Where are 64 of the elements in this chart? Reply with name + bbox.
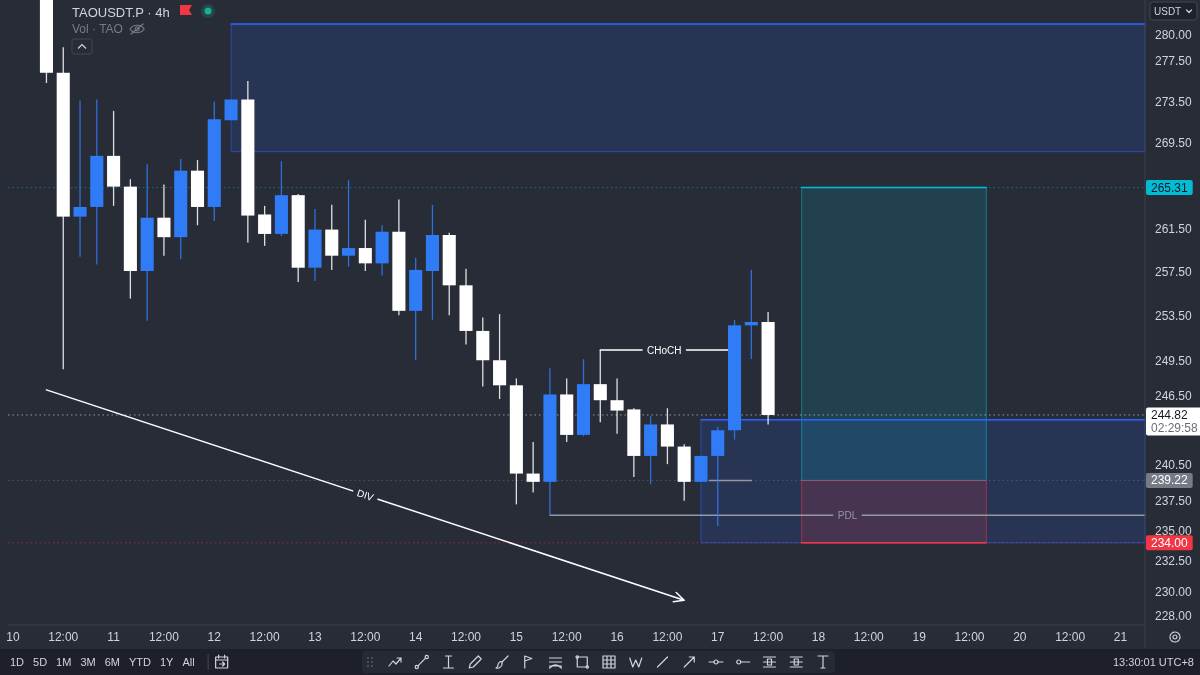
x-tick-label: 12:00 [1055,630,1086,644]
y-tick-label: 230.00 [1155,584,1193,599]
text: USDT [1154,5,1182,17]
ref-line-label: 234.00 [1151,535,1189,550]
x-tick-label: 12:00 [451,630,482,644]
x-tick-label: 15 [509,630,524,644]
text: Vol · TAO [72,22,123,36]
y-tick-label: 246.50 [1155,388,1193,403]
y-tick-label: 249.50 [1155,354,1193,369]
text: 6M [104,656,120,668]
series-label: CHoCH [647,344,682,356]
candlestick [342,179,356,268]
x-tick-label: 12:00 [551,630,583,644]
text: 1D [10,656,25,668]
candlestick [660,407,674,465]
y-tick-label: 273.50 [1155,94,1193,109]
x-tick-label: 19 [912,630,927,644]
y-tick-label: 232.50 [1155,554,1193,569]
x-tick-label: 10 [6,630,20,644]
y-tick-label: 257.50 [1155,265,1193,280]
text: 1Y [159,656,175,668]
series-label: PDL [837,509,858,521]
x-tick-label: 12:00 [148,630,180,644]
y-tick-label: 280.00 [1155,28,1193,43]
x-tick-label: 12:00 [249,630,280,644]
candlestick [73,99,87,258]
x-tick-label: 20 [1013,630,1027,644]
text: 1M [56,656,72,668]
x-tick-label: 17 [711,630,725,644]
chart-title: TAOUSDT.P · 4h [72,4,170,20]
x-tick-label: 12:00 [48,630,79,644]
x-tick-label: 12:00 [954,630,985,644]
text: 3M [80,656,96,668]
x-tick-label: 12:00 [753,630,784,644]
ref-line-label: 239.22 [1151,473,1189,488]
x-tick-label: 16 [610,630,625,644]
candlestick [526,441,540,494]
y-tick-label: 261.50 [1155,221,1193,236]
candlestick [157,183,171,257]
candlestick [610,377,624,435]
x-tick-label: 18 [811,630,826,644]
text: 13:30:01 UTC+8 [1112,656,1194,668]
y-tick-label: 240.50 [1155,458,1193,473]
text: All [182,656,195,668]
y-tick-label: 228.00 [1155,609,1193,624]
text: DIV [355,487,376,503]
y-tick-label: 277.50 [1155,53,1193,68]
text: 5D [33,656,48,668]
x-tick-label: 12 [207,630,222,644]
y-tick-label: 235.00 [1155,523,1193,538]
y-tick-label: 237.50 [1155,493,1193,508]
x-tick-label: 12:00 [652,630,683,644]
y-tick-label: 269.50 [1155,136,1193,151]
x-tick-label: 11 [107,630,121,644]
x-tick-label: 21 [1113,630,1128,644]
text: YTD [128,656,152,668]
candlestick [358,219,372,272]
candlestick [258,205,272,247]
x-tick-label: 12:00 [350,630,381,644]
x-tick-label: 14 [408,630,423,644]
x-tick-label: 13 [308,630,322,644]
y-tick-label: 253.50 [1155,309,1193,324]
x-tick-label: 12:00 [853,630,885,644]
ref-line-label: 265.31 [1151,180,1189,195]
